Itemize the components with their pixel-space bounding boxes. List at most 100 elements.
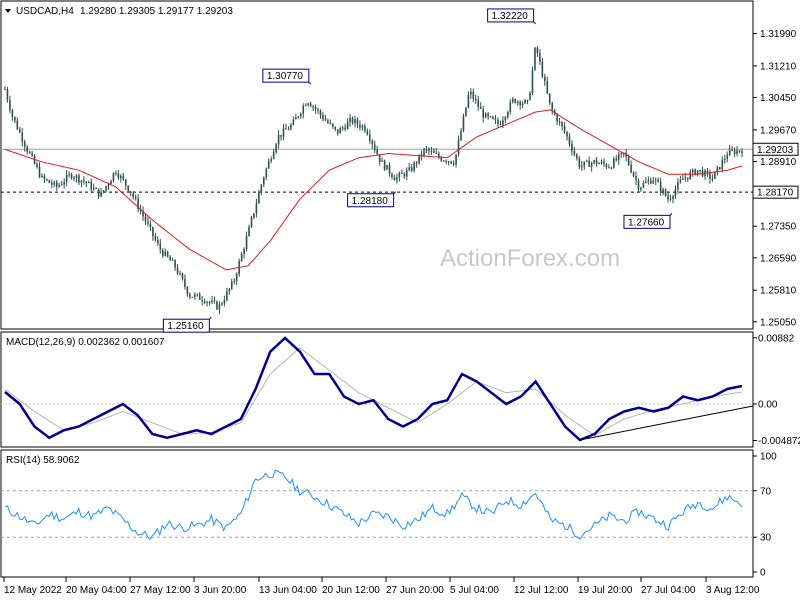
rsi-y-tick-label: 0 bbox=[760, 568, 766, 579]
candle-body bbox=[378, 154, 381, 162]
dropdown-triangle-icon[interactable] bbox=[5, 9, 11, 13]
candle-body bbox=[654, 179, 657, 181]
candle-body bbox=[433, 151, 435, 153]
candle-body bbox=[226, 291, 228, 301]
candle-body bbox=[120, 175, 122, 178]
candle-body bbox=[16, 120, 19, 130]
candle-body bbox=[55, 182, 58, 187]
candle-body bbox=[327, 120, 329, 123]
candle-body bbox=[430, 151, 433, 153]
candle-body bbox=[544, 76, 546, 82]
candle-body bbox=[637, 180, 640, 190]
candle-body bbox=[322, 114, 324, 120]
candle-body bbox=[302, 105, 305, 114]
candle-body bbox=[435, 152, 438, 154]
candle-body bbox=[558, 121, 561, 123]
candle-body bbox=[243, 249, 245, 254]
x-tick-label: 13 Jun 04:00 bbox=[259, 585, 317, 596]
candle-body bbox=[152, 226, 154, 236]
candle-body bbox=[287, 129, 290, 131]
price-y-tick-label: 1.27350 bbox=[760, 222, 797, 233]
candle-body bbox=[620, 152, 623, 155]
candle-body bbox=[497, 120, 499, 125]
candle-body bbox=[317, 109, 319, 111]
price-y-tick-label: 1.30450 bbox=[760, 93, 797, 104]
candle-body bbox=[423, 148, 425, 156]
candle-body bbox=[401, 172, 403, 174]
candle-body bbox=[78, 175, 80, 183]
candle-body bbox=[447, 161, 450, 163]
candle-body bbox=[336, 129, 339, 134]
candle-body bbox=[689, 172, 692, 179]
candle-body bbox=[617, 154, 620, 161]
candle-body bbox=[499, 124, 502, 126]
candle-body bbox=[92, 187, 95, 190]
candle-body bbox=[245, 236, 248, 250]
candle-body bbox=[332, 123, 334, 127]
price-y-tick-label: 1.31990 bbox=[760, 29, 797, 40]
candle-body bbox=[248, 226, 250, 237]
candle-body bbox=[258, 192, 260, 204]
candle-body bbox=[161, 250, 164, 256]
candle-body bbox=[208, 301, 211, 303]
candle-body bbox=[31, 153, 33, 156]
candle-body bbox=[36, 163, 38, 167]
candle-body bbox=[741, 151, 743, 154]
macd-y-tick-label: -0.004872 bbox=[758, 436, 800, 447]
price-y-tick-label: 1.25050 bbox=[760, 317, 797, 328]
candle-body bbox=[75, 175, 78, 178]
candle-body bbox=[117, 173, 120, 178]
candle-body bbox=[260, 184, 263, 193]
candle-body bbox=[551, 103, 554, 111]
x-tick-label: 19 Jul 20:00 bbox=[578, 585, 633, 596]
candle-body bbox=[511, 98, 514, 102]
candle-body bbox=[726, 155, 729, 159]
candle-body bbox=[701, 169, 704, 177]
candle-body bbox=[479, 107, 482, 109]
candle-body bbox=[585, 160, 588, 162]
candle-body bbox=[85, 181, 88, 184]
x-tick-label: 12 Jul 12:00 bbox=[514, 585, 569, 596]
candle-body bbox=[568, 136, 571, 145]
price-y-tick-label: 1.28910 bbox=[760, 157, 797, 168]
candle-body bbox=[563, 126, 566, 132]
candle-body bbox=[711, 178, 714, 180]
candle-body bbox=[58, 184, 61, 187]
x-tick-label: 5 Jul 04:00 bbox=[450, 585, 499, 596]
price-annotation-pointer bbox=[533, 21, 536, 25]
candle-body bbox=[489, 116, 492, 118]
candle-body bbox=[213, 300, 216, 302]
x-axis: 12 May 2022 20 May 04:00 27 May 12:00 3 Jun… bbox=[3, 577, 760, 596]
candle-body bbox=[228, 288, 231, 292]
candle-body bbox=[329, 122, 332, 124]
candle-body bbox=[519, 101, 521, 106]
candle-body bbox=[356, 119, 359, 125]
candle-body bbox=[68, 174, 70, 176]
candle-body bbox=[235, 274, 238, 281]
candle-body bbox=[267, 160, 270, 169]
candle-body bbox=[526, 99, 529, 101]
candle-body bbox=[635, 175, 637, 181]
candle-body bbox=[139, 209, 142, 212]
candle-body bbox=[536, 47, 539, 53]
candle-body bbox=[467, 94, 470, 108]
candle-body bbox=[716, 167, 719, 172]
candle-body bbox=[255, 203, 258, 214]
candle-body bbox=[674, 189, 677, 197]
candle-body bbox=[504, 117, 507, 121]
price-y-tick-label: 1.29670 bbox=[760, 125, 797, 136]
candle-body bbox=[83, 180, 85, 182]
candle-body bbox=[144, 216, 147, 222]
price-annotation-box bbox=[623, 214, 671, 229]
price-annotation-pointer bbox=[308, 81, 312, 85]
candle-body bbox=[240, 253, 243, 262]
candle-body bbox=[736, 150, 738, 155]
price-header-ohlc: 1.29280 1.29305 1.29177 1.29203 bbox=[80, 6, 233, 17]
rsi-y-tick-label: 30 bbox=[760, 533, 772, 544]
candle-body bbox=[667, 195, 669, 200]
candle-body bbox=[319, 110, 322, 115]
candle-body bbox=[171, 260, 174, 262]
candle-body bbox=[647, 180, 650, 182]
candle-body bbox=[408, 167, 411, 171]
candle-body bbox=[174, 260, 176, 268]
